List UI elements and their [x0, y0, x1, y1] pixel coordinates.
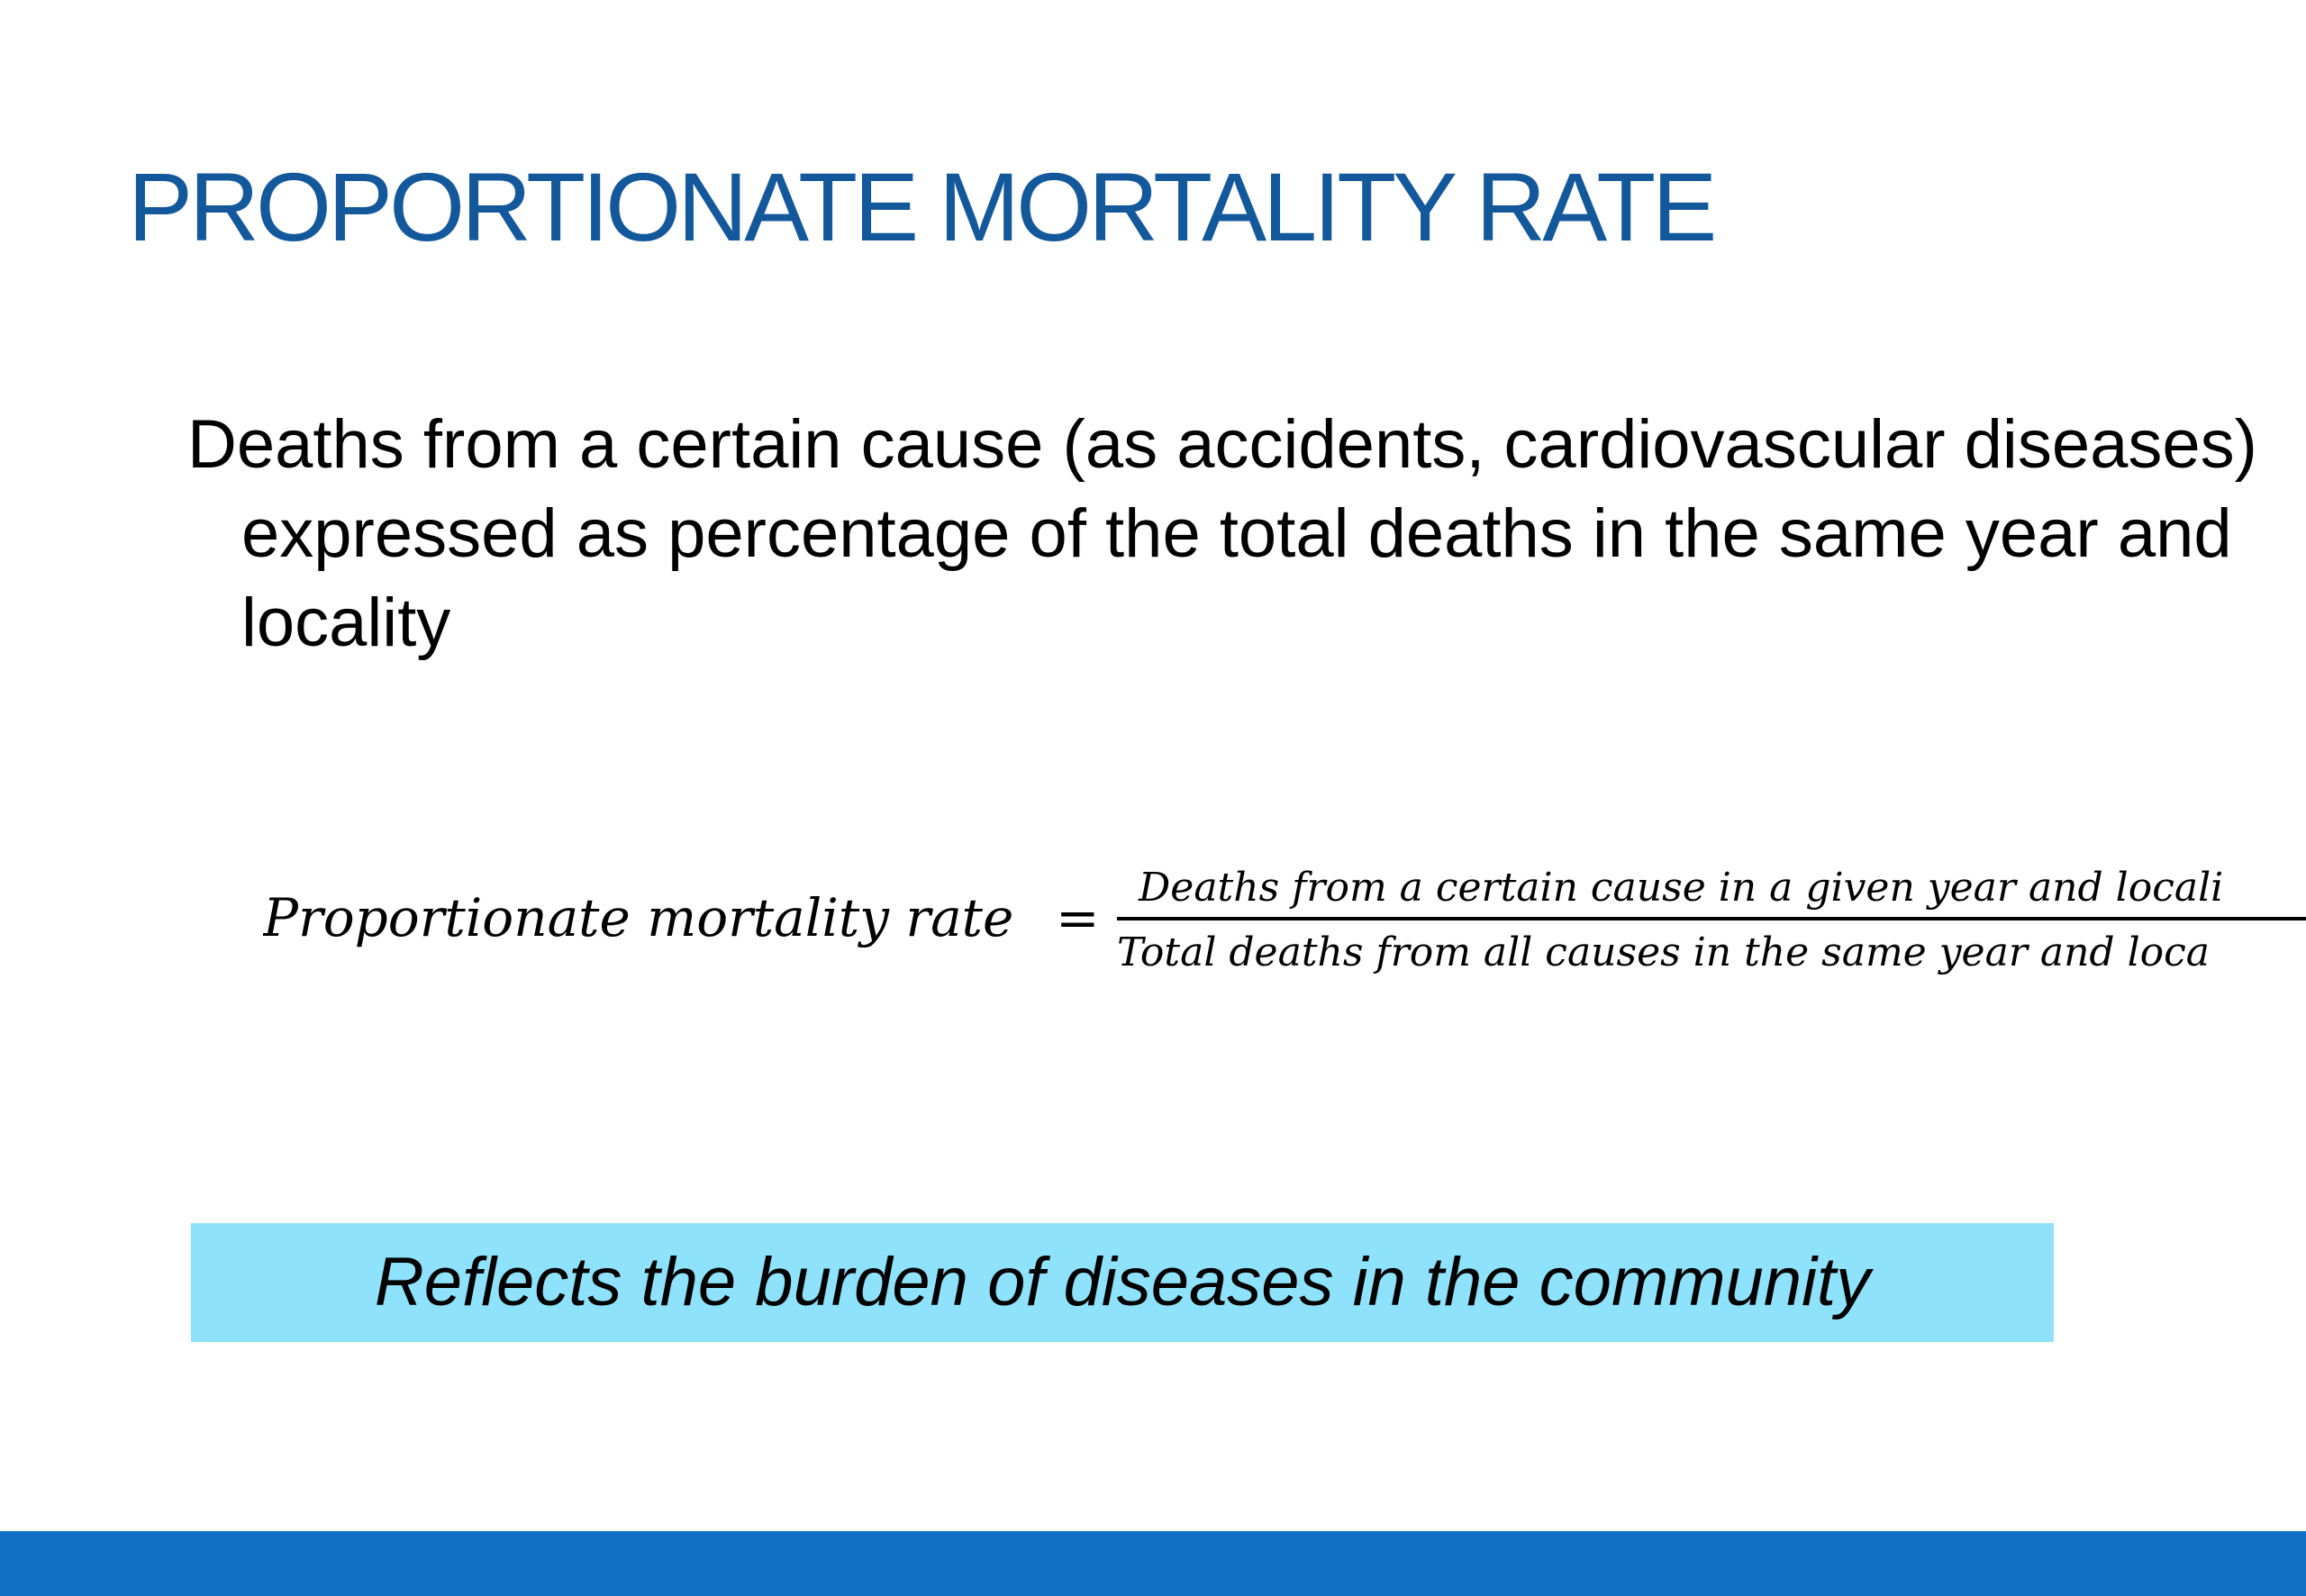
highlight-text: Reflects the burden of diseases in the c…	[374, 1244, 1871, 1320]
definition-text: Deaths from a certain cause (as accident…	[187, 406, 2257, 661]
formula-lhs: Proportionate mortality rate	[263, 887, 1014, 948]
formula-fraction: Deaths from a certain cause in a given y…	[1117, 857, 2306, 984]
footer-bar	[0, 1531, 2306, 1596]
formula-equals-sign: =	[1056, 887, 1100, 948]
formula-denominator: Total deaths from all causes in the same…	[1117, 929, 2211, 975]
slide-title: PROPORTIONATE MORTALITY RATE	[128, 152, 1717, 261]
highlight-box: Reflects the burden of diseases in the c…	[191, 1223, 2054, 1342]
fraction-bar	[1117, 917, 2306, 920]
formula: Proportionate mortality rate = Deaths fr…	[263, 857, 2306, 984]
formula-numerator: Deaths from a certain cause in a given y…	[1139, 865, 2224, 911]
